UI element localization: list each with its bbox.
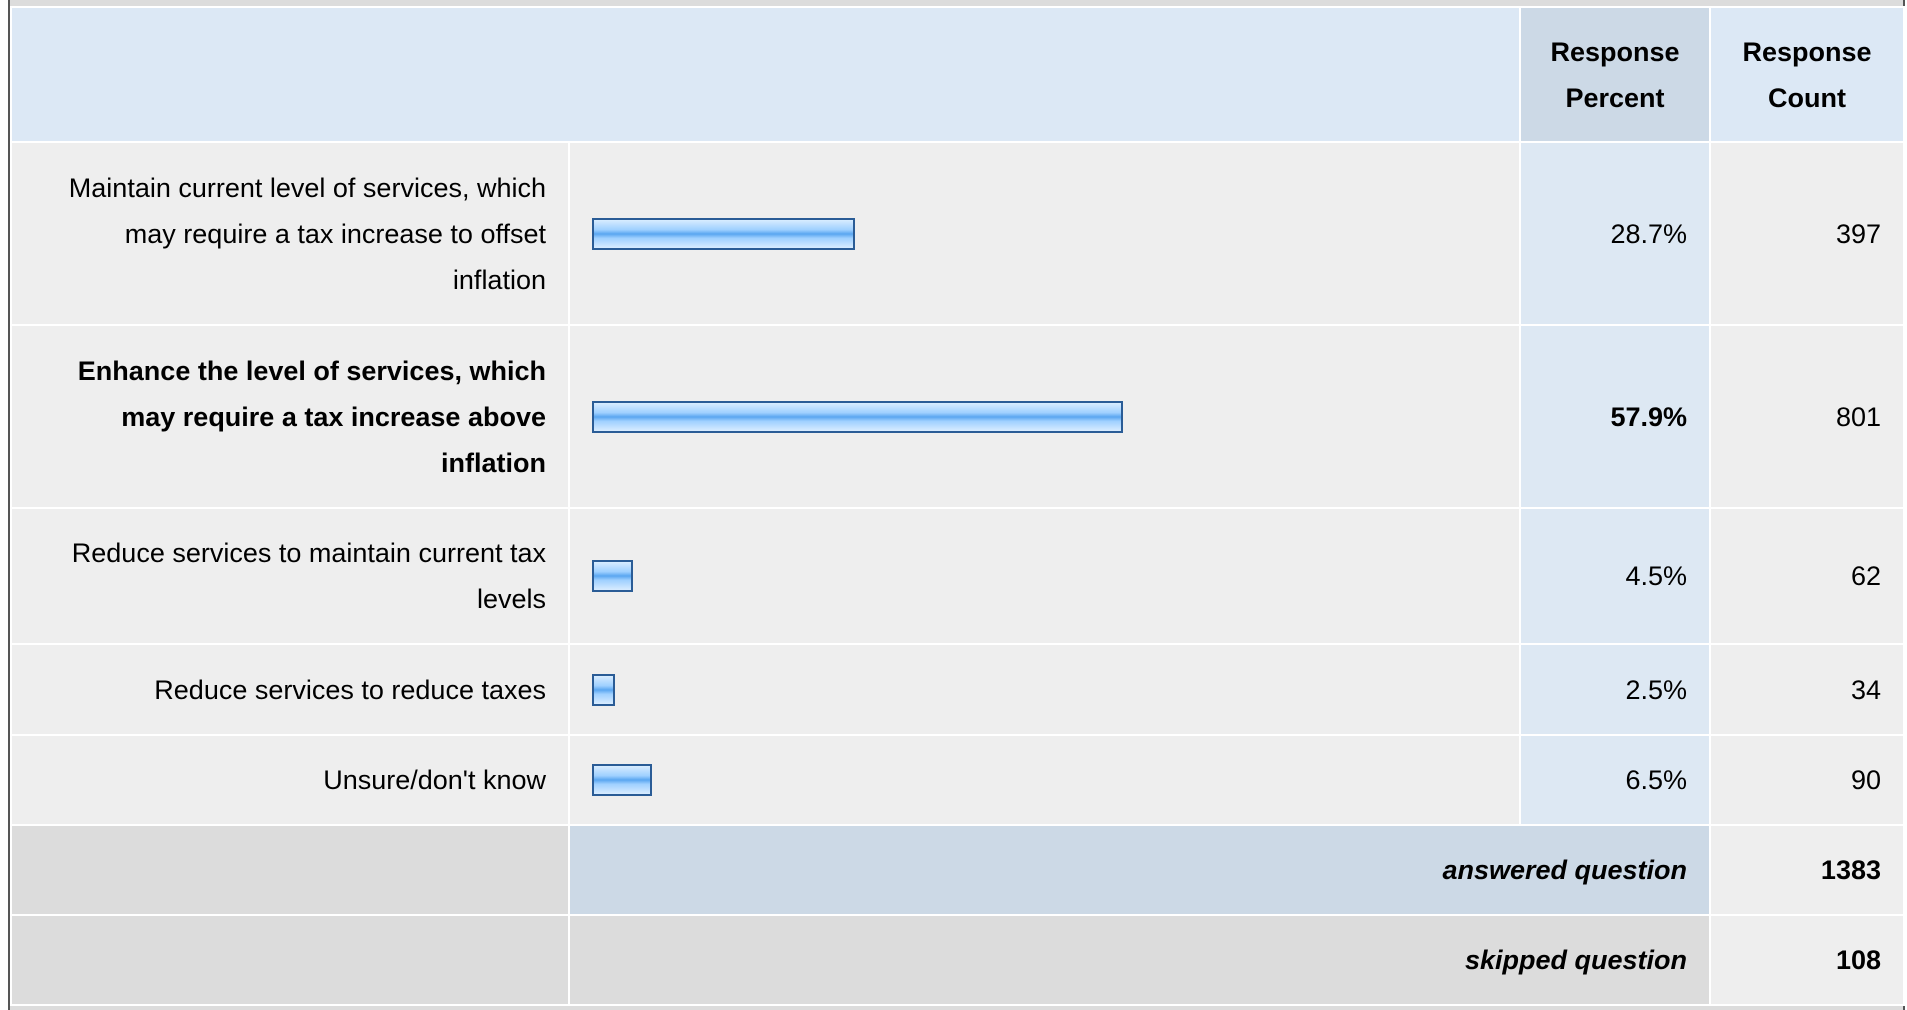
bar-cell [568, 734, 1521, 826]
response-count: 62 [1709, 507, 1905, 645]
header-percent: Response Percent [1519, 6, 1711, 143]
answer-label: Reduce services to reduce taxes [10, 643, 570, 736]
table-body: Maintain current level of services, whic… [10, 141, 1905, 1006]
footer-row: answered question 1383 [10, 824, 1905, 916]
bar-cell [568, 643, 1521, 736]
header-count: Response Count [1709, 6, 1905, 143]
percent-bar [592, 673, 615, 706]
bar-cell [568, 324, 1521, 509]
percent-bar [592, 400, 1123, 433]
answer-label: Unsure/don't know [10, 734, 570, 826]
header-row: Response Percent Response Count [10, 6, 1905, 143]
response-count: 90 [1709, 734, 1905, 826]
survey-panel: Response Percent Response Count Maintain… [8, 0, 1905, 1010]
footer-value: 108 [1709, 914, 1905, 1006]
footer-label: skipped question [568, 914, 1711, 1006]
response-percent: 4.5% [1519, 507, 1711, 645]
footer-blank [10, 824, 570, 916]
footer-label: answered question [568, 824, 1711, 916]
percent-bar [592, 764, 652, 796]
footer-row: skipped question 108 [10, 914, 1905, 1006]
answer-row: Unsure/don't know 6.5% 90 [10, 734, 1905, 826]
bar-cell [568, 507, 1521, 645]
answer-label: Reduce services to maintain current tax … [10, 507, 570, 645]
response-percent: 2.5% [1519, 643, 1711, 736]
header-blank [10, 6, 1521, 143]
response-count: 801 [1709, 324, 1905, 509]
footer-blank [10, 914, 570, 1006]
response-percent: 57.9% [1519, 324, 1711, 509]
answer-row: Maintain current level of services, whic… [10, 141, 1905, 326]
answer-row: Reduce services to reduce taxes 2.5% 34 [10, 643, 1905, 736]
answer-label: Enhance the level of services, which may… [10, 324, 570, 509]
response-percent: 28.7% [1519, 141, 1711, 326]
answer-row: Reduce services to maintain current tax … [10, 507, 1905, 645]
answer-label: Maintain current level of services, whic… [10, 141, 570, 326]
footer-value: 1383 [1709, 824, 1905, 916]
bar-cell [568, 141, 1521, 326]
answer-row: Enhance the level of services, which may… [10, 324, 1905, 509]
percent-bar [592, 560, 634, 592]
response-percent: 6.5% [1519, 734, 1711, 826]
percent-bar [592, 217, 856, 250]
results-table: Response Percent Response Count Maintain… [10, 6, 1905, 1006]
response-count: 34 [1709, 643, 1905, 736]
response-count: 397 [1709, 141, 1905, 326]
